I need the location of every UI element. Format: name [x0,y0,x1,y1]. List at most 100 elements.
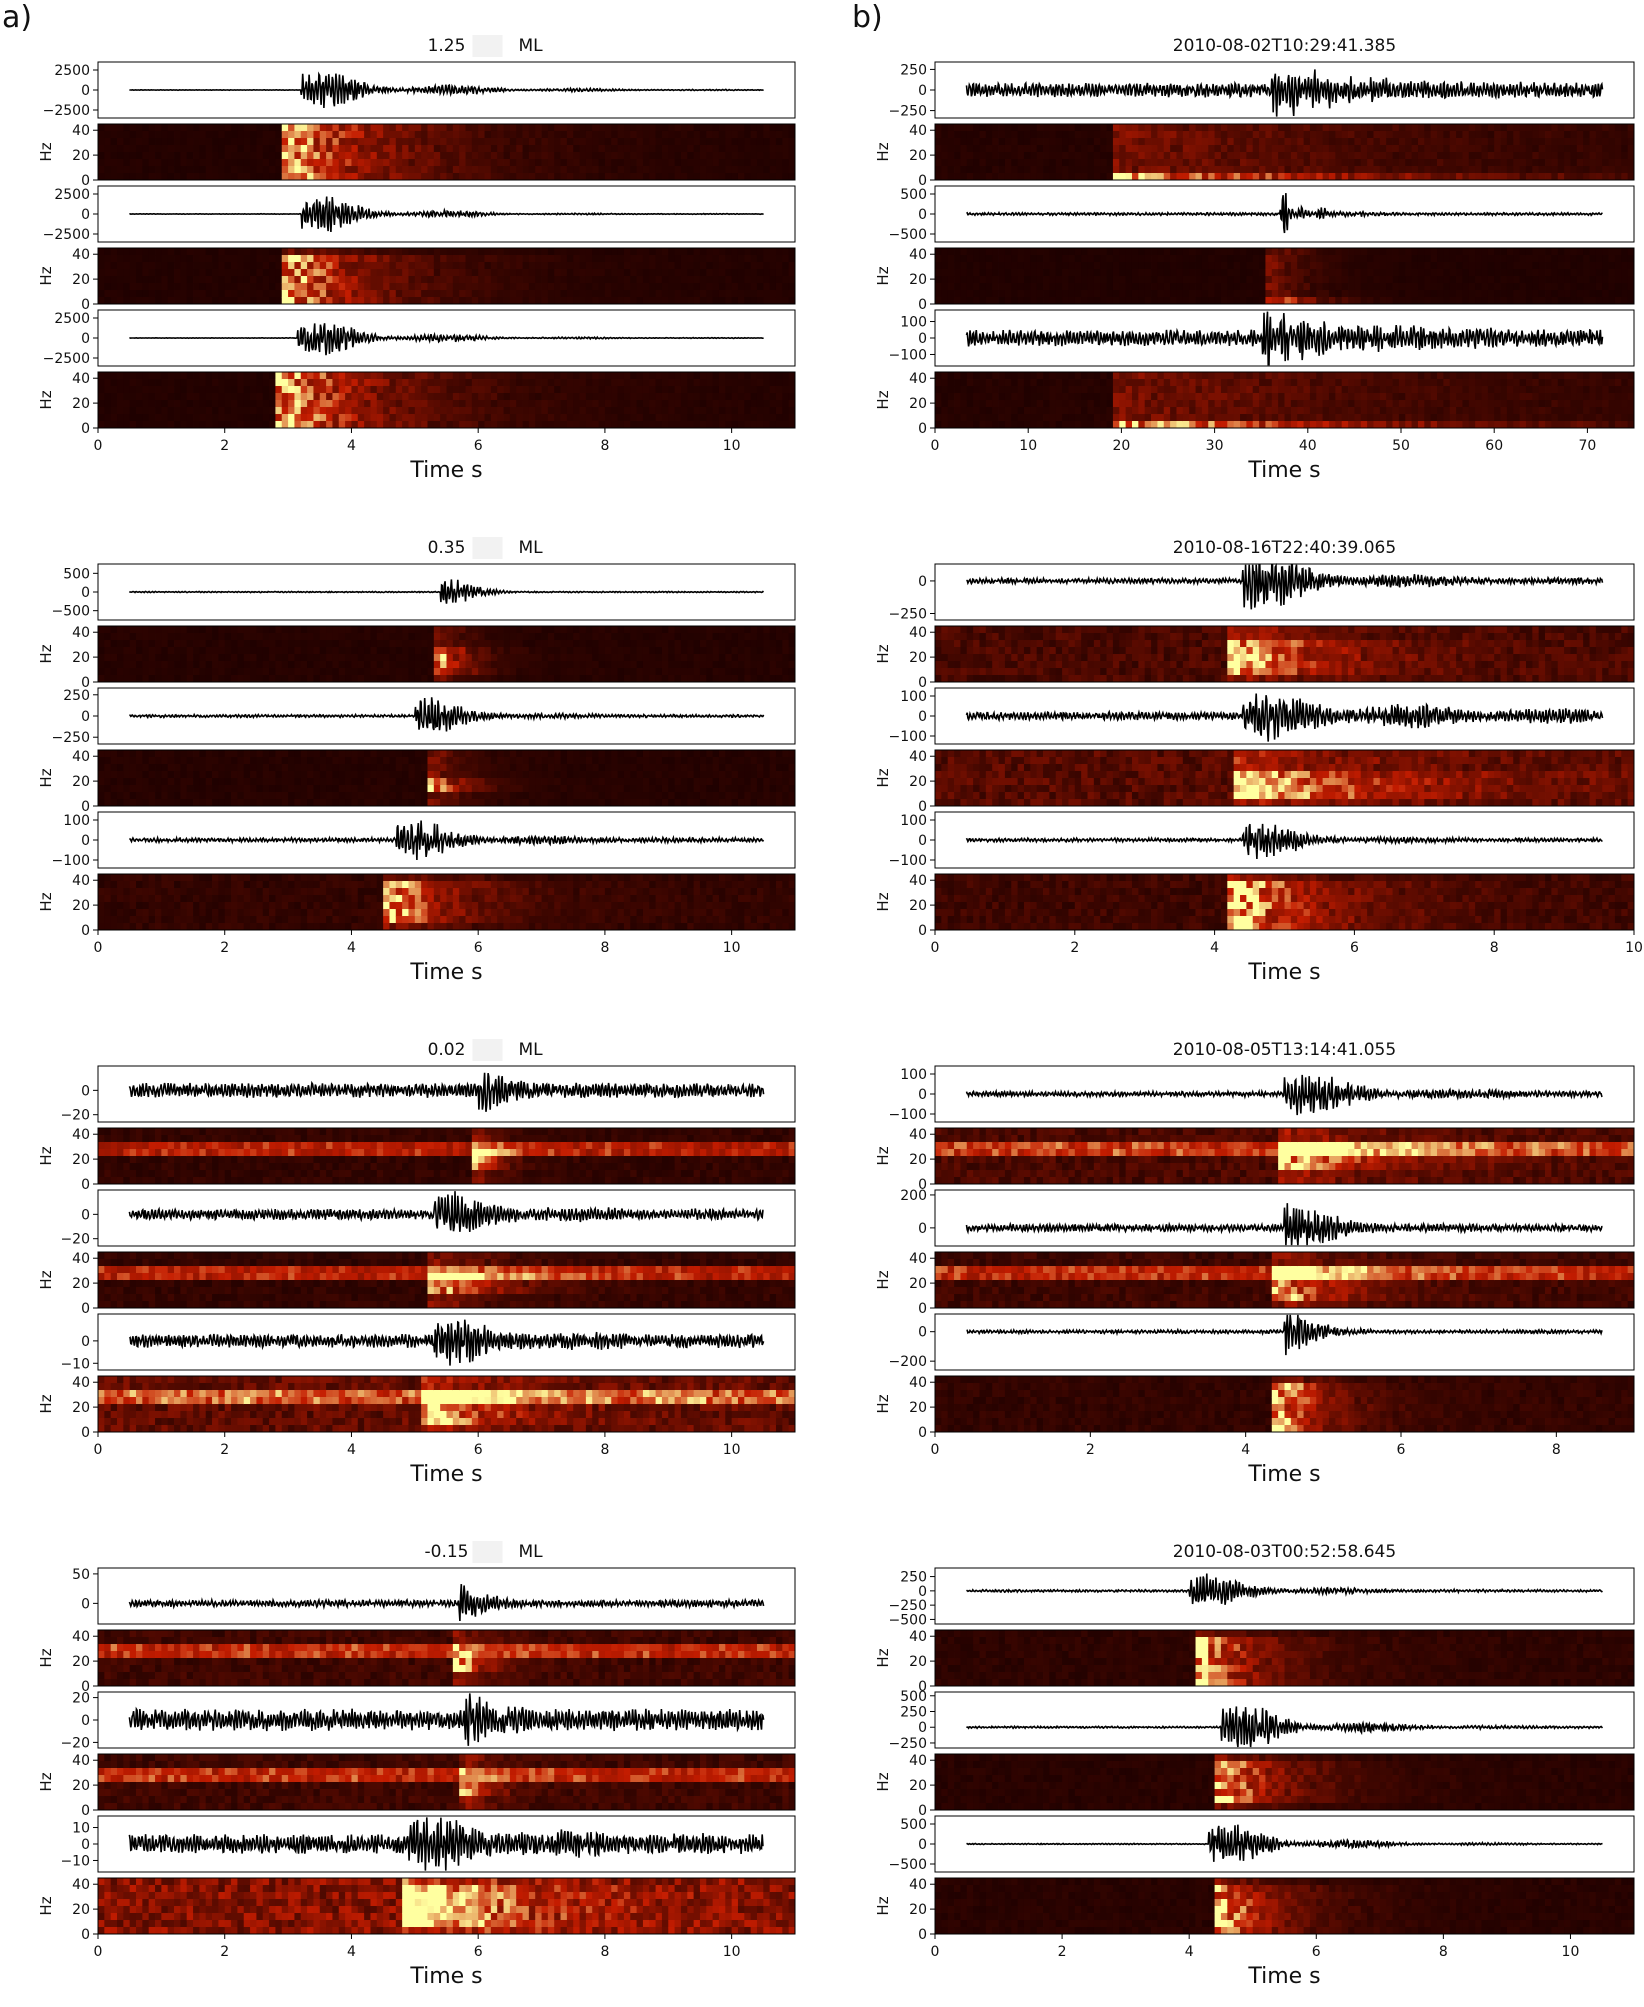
spectrogram-cell [237,276,245,284]
waveform-trace [129,323,764,356]
spectrogram-cell [756,124,764,132]
spectrogram-cell [947,255,955,263]
spectrogram-cell [402,124,409,132]
spectrogram-cell [1322,124,1330,132]
spectrogram-cell [408,269,416,277]
spectrogram-cell [319,283,327,291]
spectrogram-cell [1621,297,1629,305]
spectrogram-cell [661,283,669,291]
spectrogram-cell [649,290,656,298]
spectrogram-cell [1157,297,1165,305]
spectrogram-cell [1271,290,1279,298]
spectrogram-cell [1551,297,1559,305]
spectrogram-cell [288,145,295,153]
spectrogram-cell [1348,269,1355,277]
spectrogram-cell [674,283,682,291]
spectrogram-cell [1614,152,1622,160]
spectrogram-cell [687,269,695,277]
spectrogram-cell [1220,124,1228,132]
spectrogram-cell [275,386,283,394]
spectrogram-cell [123,159,131,167]
spectrogram-cell [1220,421,1228,429]
spectrogram-cell [1271,421,1279,429]
spectrogram-cell [668,166,676,174]
spectrogram-cell [1545,152,1552,160]
spectrogram-cell [1411,138,1419,146]
spectrogram-cell [1462,255,1470,263]
spectrogram-cell [1093,269,1101,277]
spectrogram-cell [421,407,428,415]
spectrogram-cell [1475,248,1482,256]
spectrogram-cell [224,379,232,387]
spectrogram-cell [1538,138,1546,146]
spectrogram-cell [1081,138,1088,146]
spectrogram-cell [966,276,974,284]
spectrogram-cell [1417,290,1425,298]
spectrogram-cell [1043,173,1050,181]
spectrogram-cell [357,131,365,139]
spectrogram-cell [440,269,447,277]
spectrogram-cell [1570,262,1578,270]
spectrogram-cell [1538,159,1546,167]
spectrogram-cell [1576,255,1584,263]
spectrogram-cell [973,276,980,284]
spectrogram-cell [421,166,428,174]
spectrogram-cell [1271,400,1279,408]
spectrogram-cell [535,255,542,263]
spectrogram-cell [433,255,441,263]
spectrogram-cell [1093,290,1101,298]
spectrogram-cell [1462,152,1470,160]
spectrogram-cell [1284,379,1292,387]
spectrogram-cell [155,131,162,139]
spectrogram-cell [661,166,669,174]
spectrogram-cell [592,131,599,139]
spectrogram-cell [763,393,771,401]
spectrogram-cell [617,269,625,277]
spectrogram-cell [1627,159,1635,167]
spectrogram-cell [212,166,219,174]
spectrogram-cell [332,297,340,305]
spectrogram-cell [389,173,397,181]
spectrogram-cell [307,173,314,181]
spectrogram-cell [668,276,676,284]
spectrogram-cell [465,131,473,139]
spectrogram-cell [148,248,156,256]
spectrogram-cell [471,386,479,394]
spectrogram-cell [1182,407,1190,415]
spectrogram-cell [136,400,143,408]
spectrogram-cell [186,290,194,298]
spectrogram-cell [1157,393,1165,401]
panel-b-label: b) [852,0,883,35]
spectrogram-cell [680,166,688,174]
spectrogram-cell [769,248,777,256]
spectrogram-cell [180,262,188,270]
spectrogram-cell [1043,283,1050,291]
spectrogram-cell [155,173,162,181]
spectrogram-cell [979,407,987,415]
spectrogram-cell [1290,262,1298,270]
spectrogram-cell [1271,379,1279,387]
spectrogram-cell [1456,297,1463,305]
spectrogram-cell [954,393,961,401]
spectrogram-cell [1151,131,1158,139]
spectrogram-cell [598,138,606,146]
spectrogram-cell [775,131,783,139]
spectrogram-cell [763,138,771,146]
spectrogram-cell [1309,145,1317,153]
spectrogram-cell [592,400,599,408]
spectrogram-cell [300,138,308,146]
spectrogram-cell [497,386,504,394]
spectrogram-cell [212,386,219,394]
spectrogram-cell [1176,393,1184,401]
spectrogram-cell [218,407,226,415]
spectrogram-cell [985,124,993,132]
spectrogram-cell [554,421,561,429]
spectrogram-cell [1265,131,1273,139]
spectrogram-cell [655,255,663,263]
spectrogram-cell [231,386,238,394]
spectrogram-cell [427,138,435,146]
spectrogram-cell [313,386,321,394]
spectrogram-cell [231,145,238,153]
spectrogram-cell [604,379,612,387]
spectrogram-cell [319,393,327,401]
